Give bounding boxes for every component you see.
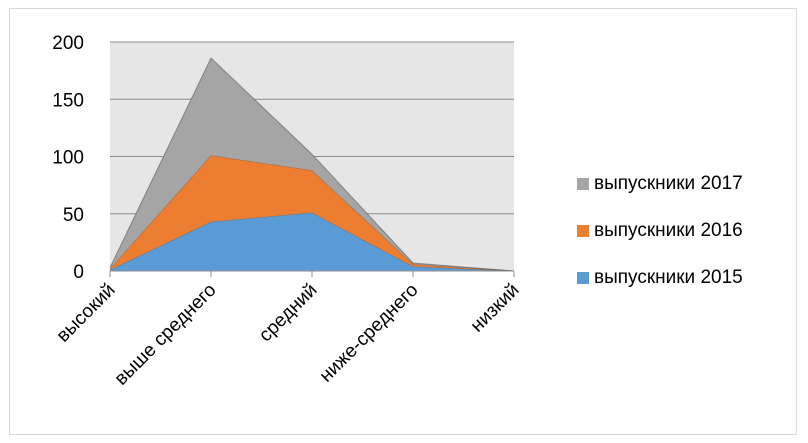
area-series-1 [110, 155, 514, 271]
area-series-0 [110, 212, 514, 271]
legend-swatch-2015 [577, 272, 589, 284]
y-tick-label-100: 100 [52, 148, 84, 169]
legend-label-2015: выпускники 2015 [594, 267, 743, 288]
y-tick-label-150: 150 [52, 90, 84, 111]
x-tick-label-0: высокий [53, 280, 120, 347]
legend-item-2016: выпускники 2016 [577, 219, 743, 243]
x-tick-label-3: ниже-среднего [316, 280, 423, 387]
legend-item-2017: выпускники 2017 [577, 172, 743, 196]
legend-swatch-2016 [577, 225, 589, 237]
y-tick-label-0: 0 [73, 262, 84, 283]
x-tick-label-2: средний [255, 280, 321, 346]
y-tick-label-200: 200 [52, 33, 84, 54]
x-tick-label-1: выше среднего [111, 280, 221, 390]
y-tick-label-50: 50 [63, 205, 84, 226]
legend: выпускники 2017 выпускники 2016 выпускни… [577, 172, 743, 313]
area-series-2 [110, 58, 514, 271]
legend-item-2015: выпускники 2015 [577, 266, 743, 290]
legend-label-2017: выпускники 2017 [594, 173, 743, 194]
area-series-outline-2 [109, 57, 515, 272]
legend-label-2016: выпускники 2016 [594, 220, 743, 241]
x-tick-label-4: низкий [467, 280, 524, 337]
legend-swatch-2017 [577, 178, 589, 190]
